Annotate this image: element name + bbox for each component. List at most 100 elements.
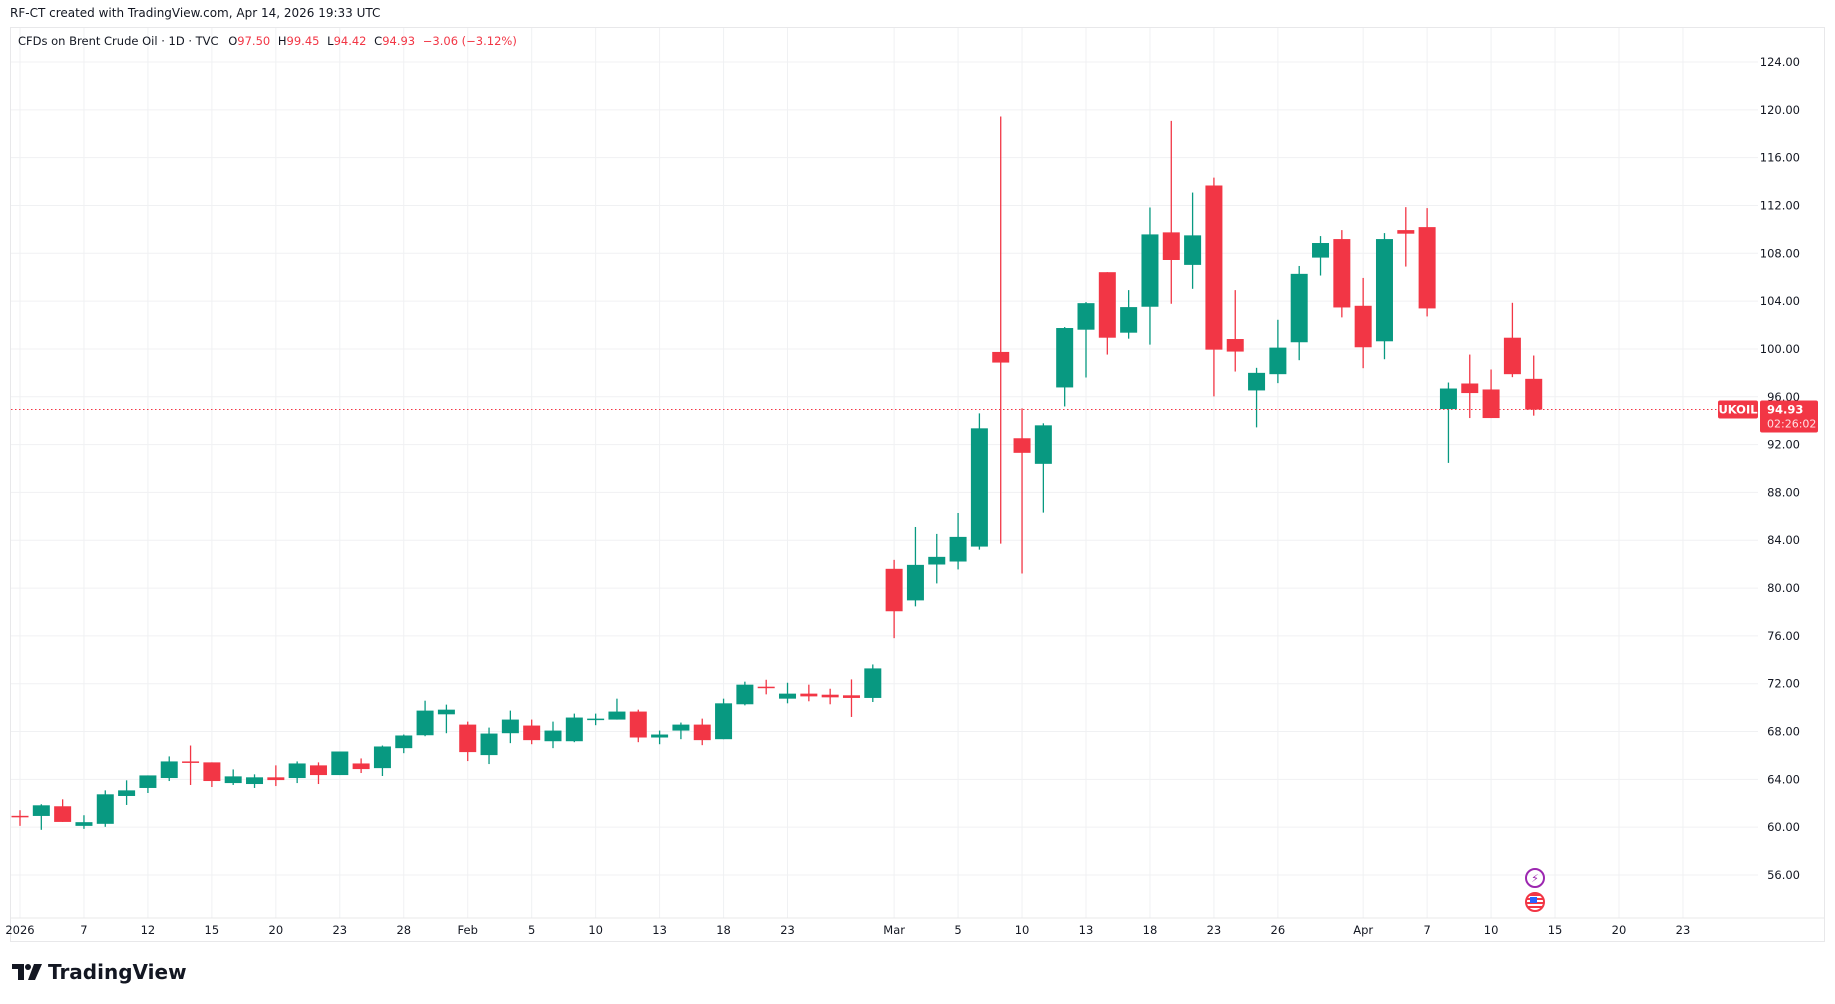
candle[interactable]: [842, 679, 860, 717]
candle-body: [1375, 239, 1393, 342]
time-tick-label: 18: [1143, 923, 1158, 937]
candle[interactable]: [96, 790, 114, 827]
time-tick-label: 13: [1079, 923, 1094, 937]
candle[interactable]: [118, 780, 136, 805]
candle[interactable]: [139, 775, 157, 793]
candle-body: [842, 695, 860, 698]
candle[interactable]: [480, 727, 498, 765]
candle-body: [182, 761, 200, 763]
candle-body: [32, 805, 50, 816]
candle[interactable]: [182, 745, 200, 785]
candle[interactable]: [864, 664, 882, 703]
candle-body: [1013, 438, 1031, 453]
candle[interactable]: [1525, 355, 1543, 416]
candle[interactable]: [629, 709, 647, 743]
candle[interactable]: [288, 761, 306, 784]
candle-body: [821, 694, 839, 698]
tradingview-logo[interactable]: TradingView: [12, 960, 187, 984]
candle[interactable]: [715, 698, 733, 740]
candle[interactable]: [1184, 192, 1202, 289]
candle[interactable]: [1290, 265, 1308, 361]
candle[interactable]: [821, 688, 839, 705]
candle[interactable]: [736, 681, 754, 706]
candle[interactable]: [1162, 120, 1180, 304]
candle[interactable]: [1354, 277, 1372, 369]
candle[interactable]: [1312, 236, 1330, 276]
time-tick-label: Feb: [458, 923, 478, 937]
candle[interactable]: [885, 559, 903, 639]
change-value: −3.06 (−3.12%): [422, 34, 517, 48]
candle[interactable]: [1482, 369, 1500, 419]
candle[interactable]: [992, 116, 1010, 544]
candle[interactable]: [544, 721, 562, 749]
candle[interactable]: [757, 679, 775, 695]
candle[interactable]: [32, 804, 50, 830]
time-tick-label: 28: [396, 923, 411, 937]
candle[interactable]: [373, 745, 391, 777]
candle[interactable]: [75, 815, 93, 829]
candle[interactable]: [11, 810, 29, 826]
candle-body: [1184, 235, 1202, 265]
candle[interactable]: [693, 718, 711, 746]
candle[interactable]: [1013, 408, 1031, 574]
candle[interactable]: [608, 698, 626, 720]
candle-body: [309, 765, 327, 776]
candle[interactable]: [1077, 302, 1095, 378]
candle-body: [1290, 273, 1308, 343]
candle[interactable]: [459, 721, 477, 762]
candle[interactable]: [1120, 290, 1138, 339]
candle[interactable]: [54, 799, 72, 822]
candle[interactable]: [651, 730, 669, 745]
price-tick-label: 96.00: [1767, 390, 1800, 404]
candle[interactable]: [267, 765, 285, 787]
price-tick-label: 124.00: [1760, 55, 1800, 69]
candle[interactable]: [501, 710, 519, 744]
candle[interactable]: [1418, 208, 1436, 317]
symbol-description[interactable]: CFDs on Brent Crude Oil · 1D · TVC: [18, 34, 219, 48]
candle[interactable]: [1226, 290, 1244, 372]
candle[interactable]: [1248, 367, 1266, 428]
candle[interactable]: [1098, 272, 1116, 355]
candle[interactable]: [565, 713, 583, 743]
logo-text: TradingView: [48, 960, 187, 984]
candle[interactable]: [203, 762, 221, 788]
candle-body: [11, 815, 29, 818]
candle[interactable]: [246, 774, 264, 788]
candle[interactable]: [331, 751, 349, 776]
candle[interactable]: [906, 526, 924, 607]
candle[interactable]: [1375, 233, 1393, 360]
candle[interactable]: [224, 769, 242, 785]
candle[interactable]: [949, 512, 967, 570]
candle-body: [608, 711, 626, 720]
candle[interactable]: [1056, 327, 1074, 407]
candle[interactable]: [1333, 230, 1351, 318]
candle[interactable]: [160, 756, 178, 782]
candle[interactable]: [1461, 354, 1479, 419]
candle[interactable]: [1397, 207, 1415, 267]
time-tick-label: 13: [652, 923, 667, 937]
candle[interactable]: [352, 758, 370, 774]
candle-body: [416, 710, 434, 736]
candle[interactable]: [523, 719, 541, 745]
high-value: 99.45: [286, 34, 320, 48]
candle[interactable]: [1503, 302, 1521, 378]
candle[interactable]: [416, 700, 434, 737]
lightning-event-icon[interactable]: ⚡: [1525, 868, 1545, 888]
candle[interactable]: [1439, 382, 1457, 463]
candle[interactable]: [395, 734, 413, 754]
candle[interactable]: [1269, 319, 1287, 384]
candle[interactable]: [587, 713, 605, 726]
us-flag-event-icon[interactable]: [1525, 892, 1545, 912]
candle[interactable]: [779, 682, 797, 704]
candle[interactable]: [928, 533, 946, 584]
candle[interactable]: [309, 762, 327, 785]
candle[interactable]: [437, 704, 455, 734]
candle[interactable]: [672, 722, 690, 740]
candle[interactable]: [800, 684, 818, 702]
candle[interactable]: [1141, 207, 1159, 345]
candle[interactable]: [1034, 423, 1052, 513]
candle[interactable]: [1205, 177, 1223, 397]
candle[interactable]: [970, 413, 988, 550]
candle-body: [587, 718, 605, 721]
